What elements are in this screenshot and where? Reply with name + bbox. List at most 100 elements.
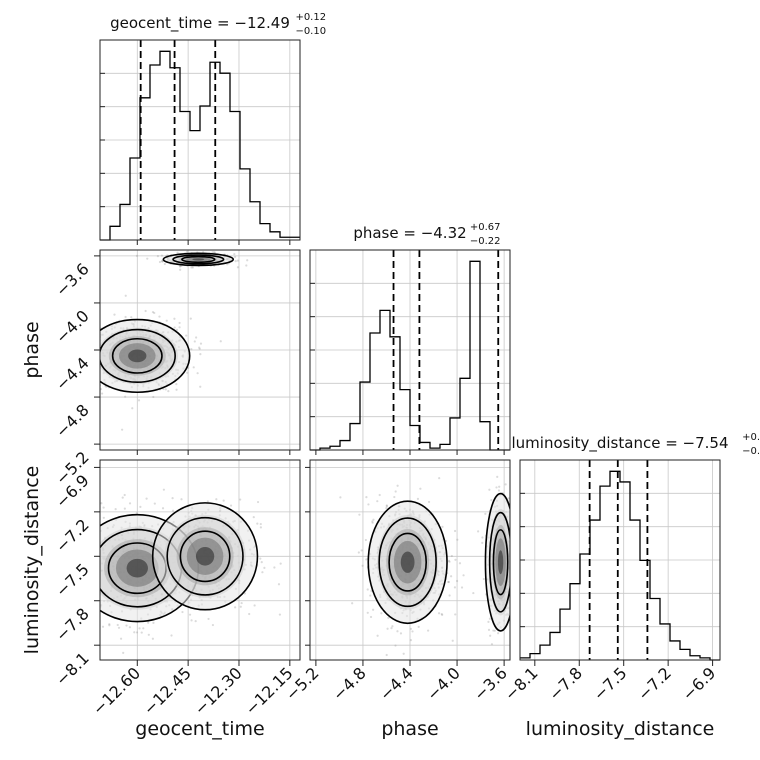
- scatter-point: [94, 335, 96, 337]
- scatter-point: [131, 407, 134, 410]
- scatter-point: [273, 566, 276, 569]
- scatter-point: [512, 516, 514, 518]
- scatter-point: [199, 385, 202, 388]
- y-tick-label: −7.5: [52, 560, 93, 601]
- scatter-point: [170, 634, 173, 637]
- scatter-point: [186, 250, 189, 253]
- scatter-point: [496, 475, 499, 478]
- title-main: luminosity_distance = −7.54: [511, 434, 728, 453]
- scatter-point: [417, 625, 420, 628]
- density-shade: [128, 349, 147, 363]
- scatter-point: [160, 254, 164, 257]
- scatter-point: [512, 572, 514, 574]
- diag-panel-phase: phase = −4.32 +0.67 −0.22: [309, 222, 511, 451]
- scatter-point: [229, 504, 233, 507]
- scatter-point: [191, 266, 194, 269]
- scatter-point: [236, 266, 240, 269]
- title-main: geocent_time = −12.49: [110, 14, 290, 33]
- scatter-point: [180, 498, 183, 501]
- y-axis-label-luminosity_distance: luminosity_distance: [21, 466, 43, 655]
- scatter-point: [493, 629, 496, 632]
- scatter-point: [152, 395, 155, 399]
- scatter-point: [123, 507, 126, 510]
- scatter-point: [504, 666, 506, 668]
- scatter-point: [507, 497, 510, 500]
- scatter-point: [116, 623, 119, 627]
- scatter-point: [248, 612, 251, 616]
- scatter-point: [511, 568, 513, 570]
- scatter-point: [450, 575, 453, 578]
- x-tick-label: −12.30: [191, 663, 246, 718]
- contour-line: [172, 254, 225, 265]
- scatter-point: [416, 497, 420, 500]
- scatter-point: [454, 613, 457, 616]
- scatter-point: [391, 625, 394, 628]
- scatter-point: [495, 486, 498, 489]
- title-phase: phase = −4.32: [353, 224, 466, 242]
- scatter-point: [176, 251, 179, 254]
- y-tick-label: −8.1: [52, 649, 93, 690]
- scatter-point: [90, 500, 92, 502]
- scatter-point: [259, 557, 262, 560]
- x-axis-label-geocent_time: geocent_time: [135, 718, 264, 740]
- scatter-point: [385, 505, 388, 508]
- contour-line: [378, 517, 437, 608]
- panel-content: [67, 460, 300, 660]
- scatter-point: [259, 522, 262, 526]
- scatter-point: [393, 495, 396, 499]
- title-minus: −0.19: [742, 446, 760, 457]
- scatter-point: [94, 328, 96, 330]
- scatter-point: [358, 513, 361, 516]
- scatter-point: [124, 294, 127, 297]
- scatter-point: [357, 551, 360, 554]
- scatter-point: [142, 627, 145, 630]
- scatter-point: [460, 586, 464, 589]
- panel-content: [310, 460, 514, 668]
- scatter-point: [279, 562, 282, 565]
- scatter-point: [396, 484, 399, 487]
- scatter-point: [152, 621, 155, 624]
- diag-panel-geocent_time: geocent_time = −12.49 +0.12 −0.10: [99, 12, 326, 241]
- x-axis-luminosity_distance: −8.1 −7.8 −7.5 −7.2 −6.9 luminosity_distance: [501, 660, 719, 740]
- scatter-point: [366, 611, 369, 614]
- scatter-point: [490, 498, 493, 502]
- scatter-point: [82, 540, 84, 542]
- scatter-point: [97, 614, 99, 616]
- scatter-point: [245, 264, 248, 267]
- scatter-point: [90, 587, 92, 589]
- density-shade: [192, 258, 205, 261]
- scatter-point: [92, 563, 94, 565]
- scatter-point: [158, 315, 161, 318]
- scatter-point: [86, 382, 88, 384]
- scatter-point: [78, 553, 80, 555]
- scatter-point: [364, 538, 367, 542]
- scatter-point: [510, 593, 512, 595]
- scatter-point: [171, 509, 175, 512]
- scatter-point: [387, 616, 390, 620]
- scatter-point: [385, 504, 388, 507]
- scatter-point: [419, 487, 422, 490]
- scatter-point: [91, 385, 93, 387]
- density-shade: [126, 558, 148, 578]
- scatter-point: [339, 496, 342, 499]
- scatter-point: [215, 498, 218, 501]
- scatter-point: [94, 606, 96, 608]
- scatter-point: [259, 526, 263, 529]
- scatter-point: [67, 602, 69, 604]
- scatter-point: [453, 529, 457, 533]
- x-tick-label: −12.60: [89, 663, 144, 718]
- scatter-point: [198, 347, 201, 350]
- scatter-point: [448, 594, 451, 597]
- scatter-point: [456, 538, 459, 541]
- scatter-point: [512, 586, 514, 588]
- scatter-point: [90, 591, 92, 593]
- scatter-point: [512, 625, 514, 627]
- scatter-point: [147, 621, 150, 624]
- x-tick-label: −3.6: [470, 663, 511, 704]
- scatter-point: [193, 340, 196, 343]
- scatter-point: [488, 617, 492, 620]
- scatter-point: [190, 348, 193, 351]
- scatter-point: [102, 506, 105, 509]
- scatter-point: [153, 311, 156, 315]
- y-tick-label: −4.0: [52, 306, 93, 347]
